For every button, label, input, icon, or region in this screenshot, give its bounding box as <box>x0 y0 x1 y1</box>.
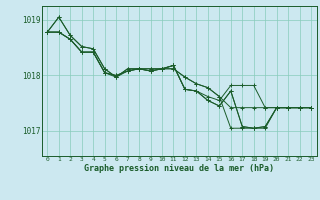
X-axis label: Graphe pression niveau de la mer (hPa): Graphe pression niveau de la mer (hPa) <box>84 164 274 173</box>
